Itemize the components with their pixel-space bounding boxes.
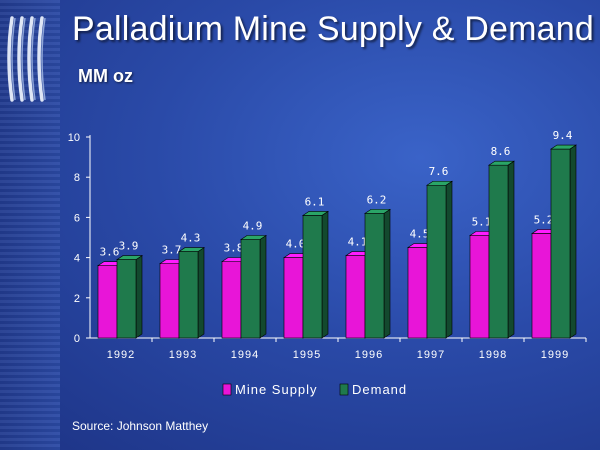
demand-bar-top: [240, 235, 267, 240]
demand-bar-side: [445, 180, 453, 339]
demand-data-label: 4.9: [243, 220, 263, 233]
legend-swatch-supply: [222, 383, 232, 396]
supply-data-label: 5.1: [472, 215, 492, 228]
demand-data-label: 4.3: [181, 232, 201, 245]
units-label: MM oz: [78, 66, 133, 86]
y-tick-label: 2: [74, 293, 80, 305]
source-note: Source: Johnson Matthey: [72, 419, 209, 433]
demand-bar-side: [507, 160, 515, 339]
y-tick-label: 8: [74, 172, 80, 184]
demand-bar-top: [116, 255, 143, 260]
y-tick-label: 0: [74, 333, 80, 345]
demand-bar-side: [569, 144, 577, 339]
supply-bar: [159, 263, 180, 339]
supply-data-label: 3.6: [100, 246, 120, 259]
demand-data-label: 9.4: [553, 129, 573, 142]
demand-bar-side: [197, 247, 205, 339]
legend-label-supply: Mine Supply: [235, 382, 318, 397]
supply-bar: [221, 261, 242, 339]
y-tick-label: 4: [74, 253, 80, 265]
demand-data-label: 3.9: [119, 240, 139, 253]
demand-bar-top: [550, 144, 577, 150]
supply-bar: [407, 247, 428, 339]
x-tick-label: 1995: [293, 349, 321, 361]
supply-data-label: 5.2: [534, 213, 554, 226]
x-tick-label: 1994: [231, 349, 259, 361]
slide-title: Palladium Mine Supply & Demand: [72, 10, 594, 48]
supply-data-label: 4.0: [286, 238, 306, 251]
demand-bar: [550, 148, 571, 339]
demand-bar-side: [321, 210, 329, 339]
demand-bar: [364, 213, 385, 339]
demand-bar-top: [488, 160, 515, 166]
demand-bar-side: [135, 255, 143, 339]
demand-bar: [426, 184, 447, 339]
x-tick-label: 1998: [479, 349, 507, 361]
demand-bar-side: [383, 208, 391, 339]
demand-bar-top: [302, 211, 329, 216]
demand-bar-top: [426, 180, 453, 186]
supply-bar: [97, 265, 118, 339]
legend-swatch-demand: [339, 383, 349, 396]
company-logo: [7, 16, 46, 102]
supply-data-label: 3.8: [224, 242, 244, 255]
demand-data-label: 6.1: [305, 195, 325, 208]
x-tick-label: 1997: [417, 349, 445, 361]
x-tick-label: 1999: [541, 349, 569, 361]
supply-data-label: 4.1: [348, 236, 368, 249]
demand-bar-top: [178, 247, 205, 252]
demand-data-label: 7.6: [429, 165, 449, 178]
y-tick-label: 6: [74, 212, 80, 224]
legend-label-demand: Demand: [352, 382, 407, 397]
supply-bar: [283, 257, 304, 339]
demand-bar-side: [259, 234, 267, 339]
demand-bar: [116, 259, 137, 339]
supply-bar: [531, 233, 552, 339]
demand-bar-top: [364, 209, 391, 214]
demand-data-label: 6.2: [367, 193, 387, 206]
demand-bar: [240, 239, 261, 339]
y-tick-label: 10: [68, 132, 80, 144]
supply-data-label: 3.7: [162, 244, 182, 257]
demand-bar: [178, 251, 199, 339]
demand-bar: [302, 215, 323, 339]
supply-bar: [469, 235, 490, 339]
demand-data-label: 8.6: [491, 145, 511, 158]
x-tick-label: 1993: [169, 349, 197, 361]
x-tick-label: 1996: [355, 349, 383, 361]
supply-bar: [345, 255, 366, 339]
supply-data-label: 4.5: [410, 228, 430, 241]
x-tick-label: 1992: [107, 349, 135, 361]
demand-bar: [488, 164, 509, 339]
